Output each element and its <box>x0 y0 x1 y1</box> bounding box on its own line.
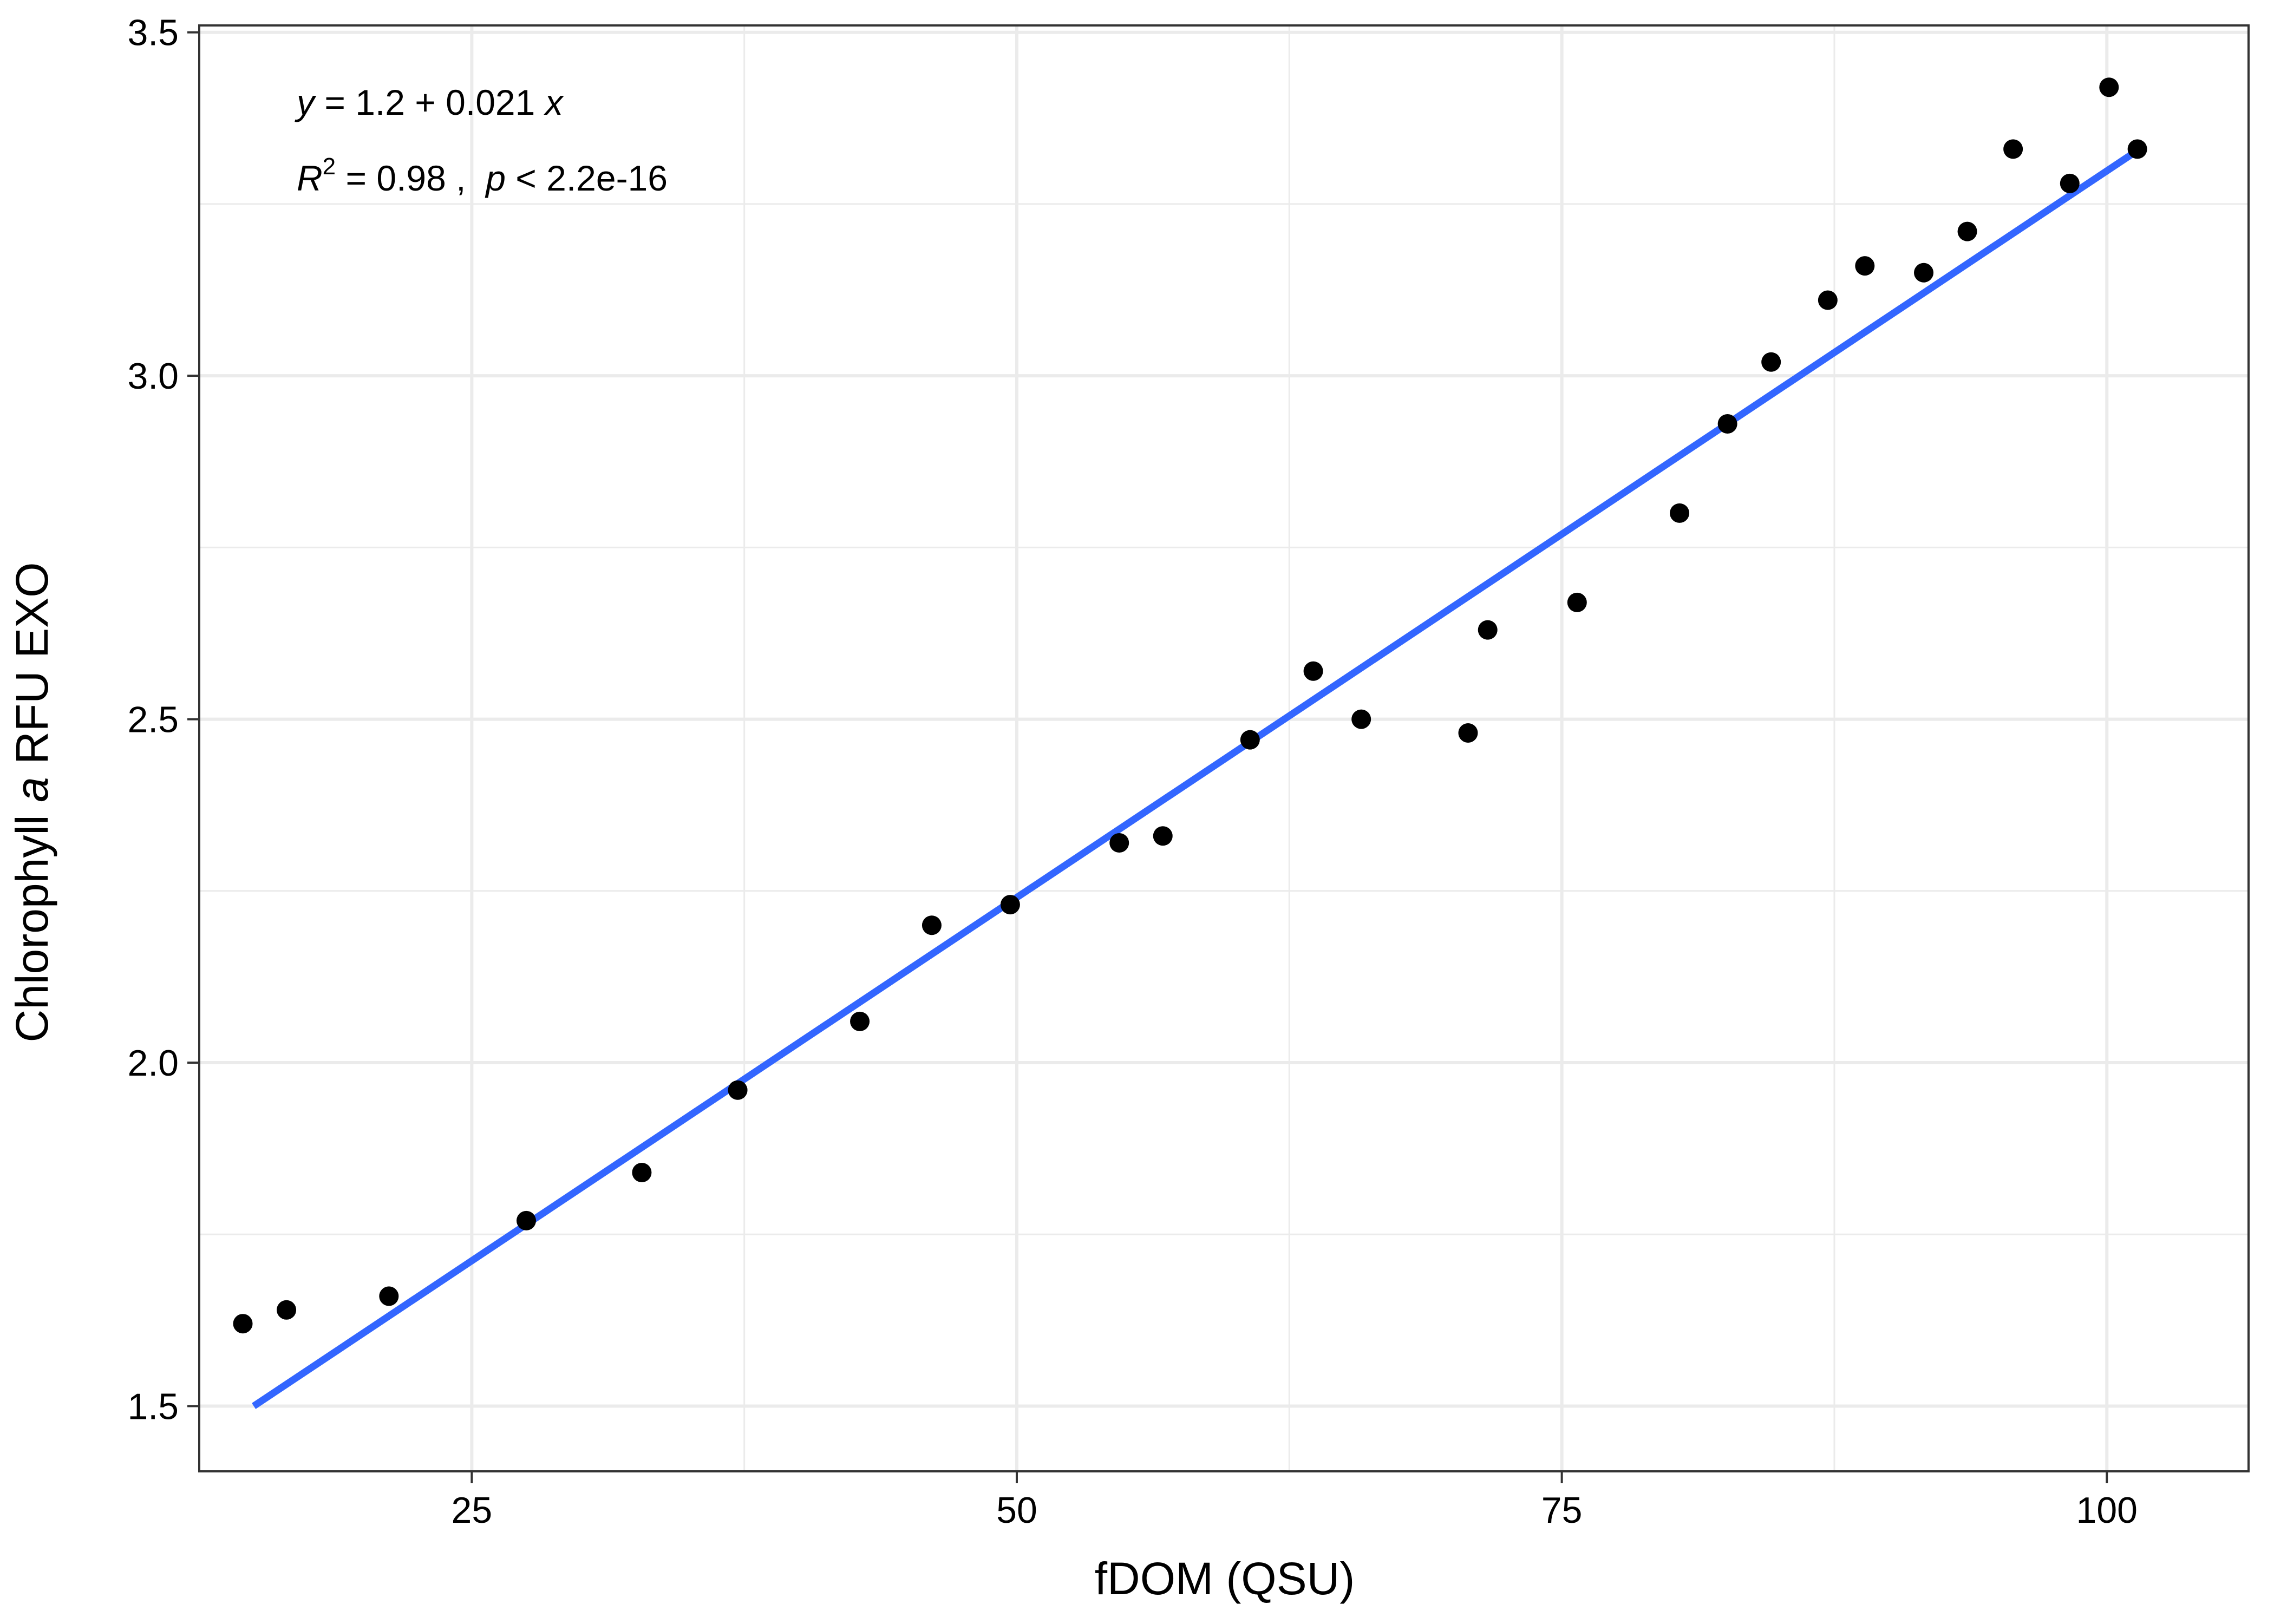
y-axis-title: Chlorophyll a RFU EXO <box>6 562 57 1043</box>
equation-y: y <box>295 82 317 122</box>
x-tick-label: 50 <box>996 1490 1037 1531</box>
stats-r2-value: = 0.98 , <box>336 158 486 198</box>
y-tick-label: 1.5 <box>127 1386 179 1427</box>
data-point <box>632 1163 652 1183</box>
y-axis-title-prefix: Chlorophyll <box>6 802 57 1043</box>
y-tick-label: 3.5 <box>127 12 179 54</box>
x-tick-label: 100 <box>2076 1490 2138 1531</box>
data-point <box>2060 173 2080 193</box>
y-tick-label: 3.0 <box>127 356 179 397</box>
data-point <box>1351 709 1371 729</box>
y-tick-label: 2.0 <box>127 1043 179 1084</box>
data-point <box>1478 620 1498 640</box>
minor-grid-lines <box>198 25 2249 1471</box>
fit-line-layer <box>252 146 2142 1409</box>
data-point <box>1458 723 1478 743</box>
x-axis-title: fDOM (QSU) <box>1095 1553 1355 1604</box>
data-points <box>233 77 2147 1334</box>
stats-r: R <box>297 158 323 198</box>
regression-equation: y = 1.2 + 0.021 x <box>295 82 564 122</box>
data-point <box>2003 139 2023 159</box>
data-point <box>922 915 942 935</box>
data-point <box>1670 503 1690 523</box>
data-point <box>233 1314 253 1334</box>
y-tick-labels: 1.5 2.0 2.5 3.0 3.5 <box>127 12 179 1427</box>
x-tick-label: 75 <box>1541 1490 1583 1531</box>
x-tick-labels: 25 50 75 100 <box>452 1490 2138 1531</box>
panel-border <box>198 24 2250 1472</box>
data-point <box>1914 263 1934 283</box>
y-tick-label: 2.5 <box>127 699 179 741</box>
x-tick-label: 25 <box>452 1490 493 1531</box>
data-point <box>850 1011 870 1031</box>
data-point <box>1761 352 1781 372</box>
data-point <box>728 1080 748 1100</box>
stats-r-superscript: 2 <box>323 153 336 180</box>
data-point <box>1855 256 1875 276</box>
data-point <box>516 1210 536 1230</box>
data-point <box>2127 139 2147 159</box>
regression-fit-line <box>252 146 2142 1409</box>
y-axis-title-italic: a <box>6 777 57 802</box>
equation-x: x <box>544 82 564 122</box>
data-point <box>379 1286 399 1306</box>
data-point <box>1303 661 1323 681</box>
stats-p-value: < 2.2e-16 <box>506 158 668 198</box>
data-point <box>1818 290 1838 310</box>
data-point <box>1240 730 1260 750</box>
data-point <box>1153 826 1173 846</box>
axis-ticks <box>187 31 2108 1483</box>
data-point <box>1109 833 1129 853</box>
regression-stats: R2 = 0.98 , p < 2.2e-16 <box>297 153 668 198</box>
stats-p: p <box>485 158 506 198</box>
y-axis-title-suffix: RFU EXO <box>6 562 57 777</box>
data-point <box>1957 221 1977 241</box>
data-point <box>277 1300 297 1320</box>
equation-body: = 1.2 + 0.021 <box>315 82 545 122</box>
data-point <box>1567 592 1587 612</box>
data-point <box>2099 77 2119 97</box>
major-grid-lines <box>199 25 2249 1471</box>
data-point <box>1000 895 1020 915</box>
data-point <box>1717 414 1737 434</box>
